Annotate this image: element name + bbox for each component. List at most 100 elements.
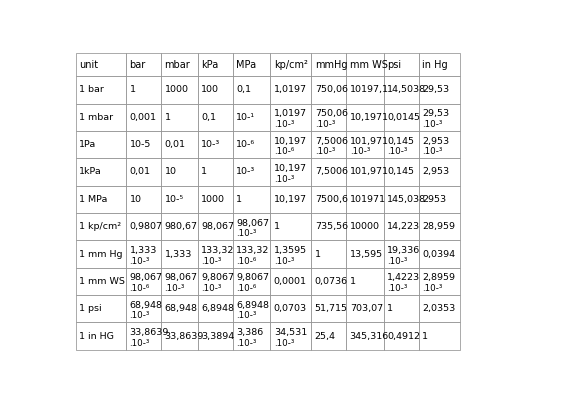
Bar	[233, 323, 270, 350]
Text: 2,953: 2,953	[422, 168, 450, 176]
Bar	[233, 158, 270, 186]
Text: 14,5038: 14,5038	[387, 85, 426, 95]
Text: .10-³: .10-³	[387, 256, 408, 266]
Bar	[198, 104, 233, 131]
Bar	[311, 131, 346, 158]
Text: 10,197: 10,197	[274, 164, 307, 173]
Bar	[76, 53, 126, 76]
Text: 1,4223: 1,4223	[387, 273, 420, 282]
Bar	[270, 323, 311, 350]
Text: 1: 1	[236, 195, 242, 204]
Bar	[126, 240, 161, 268]
Text: mbar: mbar	[165, 60, 190, 70]
Bar	[418, 131, 460, 158]
Bar	[198, 240, 233, 268]
Text: .10-³: .10-³	[236, 339, 257, 348]
Text: 1 psi: 1 psi	[79, 304, 102, 313]
Bar	[418, 268, 460, 295]
Bar	[384, 240, 418, 268]
Bar	[418, 295, 460, 323]
Text: 6,8948: 6,8948	[236, 301, 269, 310]
Bar	[126, 53, 161, 76]
Text: .10-³: .10-³	[422, 120, 443, 129]
Text: 98,067: 98,067	[201, 222, 234, 231]
Text: 0,0703: 0,0703	[274, 304, 307, 313]
Bar	[311, 76, 346, 104]
Text: 100: 100	[201, 85, 219, 95]
Text: 9,8067: 9,8067	[201, 273, 234, 282]
Bar	[198, 213, 233, 240]
Text: 1: 1	[274, 222, 280, 231]
Text: 33,8639: 33,8639	[130, 328, 169, 337]
Text: 10: 10	[165, 168, 177, 176]
Text: 1000: 1000	[201, 195, 225, 204]
Text: 101,971: 101,971	[350, 137, 389, 146]
Bar	[384, 323, 418, 350]
Text: 1,0197: 1,0197	[274, 109, 307, 118]
Bar	[270, 295, 311, 323]
Bar	[346, 76, 384, 104]
Bar	[161, 268, 198, 295]
Text: 0,1: 0,1	[236, 85, 251, 95]
Bar	[270, 104, 311, 131]
Bar	[418, 240, 460, 268]
Text: bar: bar	[130, 60, 146, 70]
Text: 1 mm Hg: 1 mm Hg	[79, 249, 123, 259]
Bar	[384, 213, 418, 240]
Bar	[233, 104, 270, 131]
Bar	[384, 295, 418, 323]
Text: 1,333: 1,333	[130, 246, 157, 255]
Text: 750,06: 750,06	[315, 109, 348, 118]
Text: .10-⁶: .10-⁶	[236, 284, 257, 293]
Bar	[418, 323, 460, 350]
Text: .10-³: .10-³	[315, 120, 335, 129]
Text: 10197,1: 10197,1	[350, 85, 389, 95]
Bar	[311, 240, 346, 268]
Bar	[233, 76, 270, 104]
Text: .10-³: .10-³	[236, 311, 257, 320]
Text: .10-³: .10-³	[201, 284, 222, 293]
Bar	[161, 158, 198, 186]
Bar	[198, 158, 233, 186]
Text: 1 in HG: 1 in HG	[79, 332, 114, 341]
Text: 0,01: 0,01	[165, 140, 186, 149]
Bar	[418, 213, 460, 240]
Text: 750,06: 750,06	[315, 85, 348, 95]
Text: 10-⁵: 10-⁵	[165, 195, 184, 204]
Text: 1 bar: 1 bar	[79, 85, 104, 95]
Text: 2,953: 2,953	[422, 137, 450, 146]
Text: 10,197: 10,197	[274, 137, 307, 146]
Text: .10-³: .10-³	[165, 284, 185, 293]
Text: 1 mbar: 1 mbar	[79, 113, 113, 122]
Bar	[418, 104, 460, 131]
Text: 0,0736: 0,0736	[315, 277, 348, 286]
Text: 7,5006: 7,5006	[315, 137, 348, 146]
Text: 133,32: 133,32	[201, 246, 235, 255]
Bar	[198, 131, 233, 158]
Bar	[384, 268, 418, 295]
Bar	[311, 213, 346, 240]
Text: .10-⁶: .10-⁶	[236, 256, 257, 266]
Text: 0,0001: 0,0001	[274, 277, 307, 286]
Text: 98,067: 98,067	[130, 273, 162, 282]
Text: 10-⁶: 10-⁶	[236, 140, 255, 149]
Text: 101971: 101971	[350, 195, 386, 204]
Bar	[76, 158, 126, 186]
Text: 0,01: 0,01	[130, 168, 151, 176]
Text: 0,145: 0,145	[387, 137, 414, 146]
Text: .10-³: .10-³	[130, 339, 150, 348]
Text: 14,223: 14,223	[387, 222, 420, 231]
Text: 9,8067: 9,8067	[236, 273, 269, 282]
Bar	[76, 131, 126, 158]
Text: 1: 1	[201, 168, 207, 176]
Text: 10,1971: 10,1971	[350, 113, 389, 122]
Bar	[161, 295, 198, 323]
Text: mm WS: mm WS	[350, 60, 387, 70]
Text: 13,595: 13,595	[350, 249, 383, 259]
Bar	[161, 131, 198, 158]
Text: 10000: 10000	[350, 222, 380, 231]
Text: MPa: MPa	[236, 60, 257, 70]
Text: 1kPa: 1kPa	[79, 168, 102, 176]
Text: 10-³: 10-³	[236, 168, 255, 176]
Text: 980,67: 980,67	[165, 222, 197, 231]
